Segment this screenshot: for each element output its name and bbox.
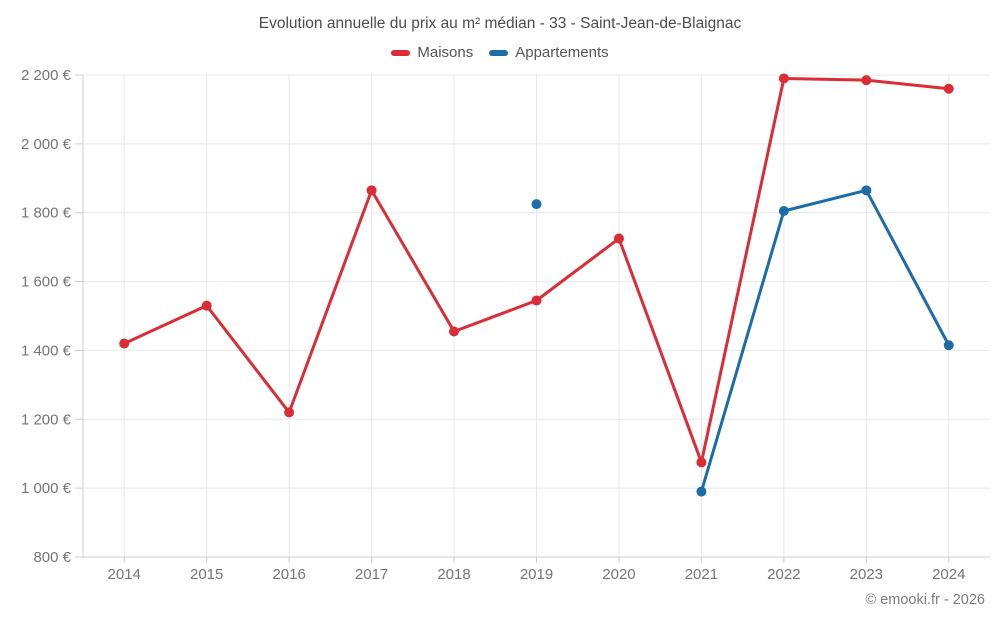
- data-point-maisons-2021[interactable]: [696, 457, 707, 468]
- y-tick-label-800: 800 €: [33, 549, 71, 566]
- x-tick-label-2015: 2015: [190, 566, 223, 583]
- data-point-maisons-2020[interactable]: [613, 233, 624, 244]
- data-point-maisons-2016[interactable]: [284, 407, 295, 418]
- footer-credit: © emooki.fr - 2026: [865, 592, 985, 608]
- x-tick-label-2021: 2021: [685, 566, 718, 583]
- data-point-appartements-2021[interactable]: [696, 486, 707, 497]
- y-tick-label-1200: 1 200 €: [21, 411, 72, 428]
- legend-item-maisons[interactable]: Maisons: [391, 44, 473, 61]
- x-tick-label-2020: 2020: [602, 566, 635, 583]
- chart-legend: Maisons Appartements: [0, 44, 1000, 61]
- line-appartements: [699, 188, 951, 494]
- x-tick-label-2018: 2018: [437, 566, 470, 583]
- legend-swatch-appartements: [489, 49, 509, 56]
- data-point-appartements-2024[interactable]: [943, 340, 954, 351]
- legend-label-maisons: Maisons: [417, 44, 474, 61]
- x-tick-label-2023: 2023: [850, 566, 883, 583]
- y-tick-label-1400: 1 400 €: [21, 342, 72, 359]
- series-points: [119, 73, 954, 497]
- x-tick-label-2017: 2017: [355, 566, 388, 583]
- y-tick-label-1600: 1 600 €: [21, 274, 72, 291]
- y-tick-label-2200: 2 200 €: [21, 67, 72, 84]
- data-point-maisons-2017[interactable]: [366, 185, 377, 196]
- chart-title: Evolution annuelle du prix au m² médian …: [258, 15, 742, 32]
- data-point-maisons-2014[interactable]: [119, 338, 130, 349]
- data-point-appartements-2022[interactable]: [778, 205, 789, 216]
- x-tick-label-2022: 2022: [767, 566, 800, 583]
- y-axis-labels: 800 € 1 000 € 1 200 € 1 400 € 1 600 € 1 800 €…: [21, 67, 72, 566]
- x-tick-label-2014: 2014: [108, 566, 141, 583]
- data-point-maisons-2015[interactable]: [201, 300, 212, 311]
- data-point-maisons-2022[interactable]: [778, 73, 789, 84]
- tick-marks: [75, 74, 950, 563]
- legend-item-appartements[interactable]: Appartements: [489, 44, 609, 61]
- data-point-appartements-2023[interactable]: [861, 185, 872, 196]
- data-point-maisons-2019[interactable]: [531, 295, 542, 306]
- data-point-maisons-2023[interactable]: [861, 75, 872, 86]
- y-tick-label-1800: 1 800 €: [21, 205, 72, 222]
- data-point-maisons-2018[interactable]: [449, 326, 460, 337]
- x-gridlines: [123, 75, 950, 557]
- x-tick-label-2016: 2016: [272, 566, 305, 583]
- legend-label-appartements: Appartements: [515, 44, 609, 61]
- x-axis-labels: 2014 2015 2016 2017 2018 2019 2020 2021 2022 2023…: [108, 566, 966, 583]
- legend-swatch-maisons: [391, 49, 411, 56]
- x-tick-label-2019: 2019: [520, 566, 553, 583]
- data-point-appartements-2019[interactable]: [531, 199, 542, 210]
- data-point-maisons-2024[interactable]: [943, 83, 954, 94]
- x-tick-label-2024: 2024: [932, 566, 965, 583]
- y-tick-label-1000: 1 000 €: [21, 480, 72, 497]
- y-tick-label-2000: 2 000 €: [21, 136, 72, 153]
